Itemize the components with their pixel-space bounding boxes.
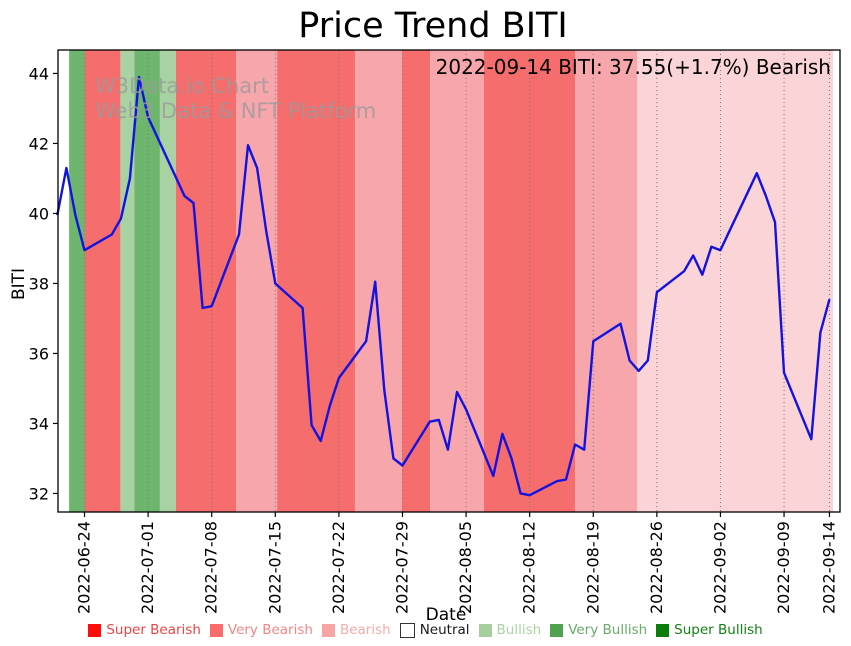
x-tick-label: 2022-08-26 [647,521,666,614]
y-tick-label: 34 [29,414,49,433]
x-tick-label: 2022-07-15 [265,521,284,614]
y-tick-label: 40 [29,204,49,223]
x-tick-label: 2022-07-29 [392,521,411,614]
legend-item-neutral: Neutral [399,621,470,639]
y-axis-title: BITI [9,268,29,300]
legend-item-very-bearish: Very Bearish [209,621,313,639]
legend-label: Super Bullish [674,622,763,638]
legend-item-super-bullish: Super Bullish [656,621,763,639]
price-line [56,75,831,497]
legend-label: Very Bearish [227,622,313,638]
plot-border [57,49,841,513]
sentiment-band [69,50,85,512]
legend-swatch-neutral [399,622,415,638]
annotation-latest-price: 2022-09-14 BITI: 37.55(+1.7%) Bearish [436,55,831,79]
chart-title: Price Trend BITI [298,6,567,46]
x-tick-label: 2022-07-22 [329,521,348,614]
sentiment-band [236,50,278,512]
legend-label: Super Bearish [106,622,201,638]
sentiment-band [430,50,484,512]
legend-swatch-bullish [478,623,492,637]
sentiment-band [402,50,431,512]
legend-label: Bullish [496,622,542,638]
legend-swatch-super-bullish [656,623,670,637]
watermark-line1: W3Data.io Chart [95,74,269,98]
legend-swatch-very-bullish [550,623,564,637]
y-tick-label: 42 [29,134,49,153]
legend-label: Neutral [419,622,470,638]
x-tick-label: 2022-08-12 [520,521,539,614]
legend-item-super-bearish: Super Bearish [88,621,201,639]
sentiment-band [833,50,840,512]
x-tick-label: 2022-08-05 [456,521,475,614]
legend-label: Bearish [339,622,391,638]
x-tick-label: 2022-08-19 [583,521,602,614]
x-tick-label: 2022-07-08 [202,521,221,614]
sentiment-band [175,50,237,512]
legend-label: Very Bullish [568,622,648,638]
sentiment-band [58,50,70,512]
y-tick-label: 32 [29,484,49,503]
legend-item-bullish: Bullish [478,621,542,639]
y-tick-label: 38 [29,274,49,293]
legend-swatch-very-bearish [209,623,223,637]
sentiment-band [84,50,121,512]
sentiment-band [637,50,834,512]
legend-item-bearish: Bearish [321,621,391,639]
sentiment-band [134,50,160,512]
x-tick-label: 2022-09-02 [710,521,729,614]
legend: Super Bearish Very Bearish Bearish Neutral B… [0,621,851,639]
y-tick-label: 36 [29,344,49,363]
x-tick-label: 2022-09-09 [774,521,793,614]
x-tick-label: 2022-06-24 [75,521,94,614]
watermark-line2: Web3 Data & NFT Platform [95,99,376,123]
legend-item-very-bullish: Very Bullish [550,621,647,639]
legend-swatch-super-bearish [88,623,102,637]
sentiment-band [354,50,403,512]
sentiment-band [159,50,176,512]
x-tick-label: 2022-07-01 [138,521,157,614]
legend-swatch-bearish [321,623,335,637]
x-tick-label: 2022-09-14 [819,521,838,614]
plot-area: 32 34 36 38 40 42 44 2022-06-24 2022-07-01 2022-0… [29,49,841,614]
y-tick-label: 44 [29,64,49,83]
x-axis-title: Date [426,605,467,625]
